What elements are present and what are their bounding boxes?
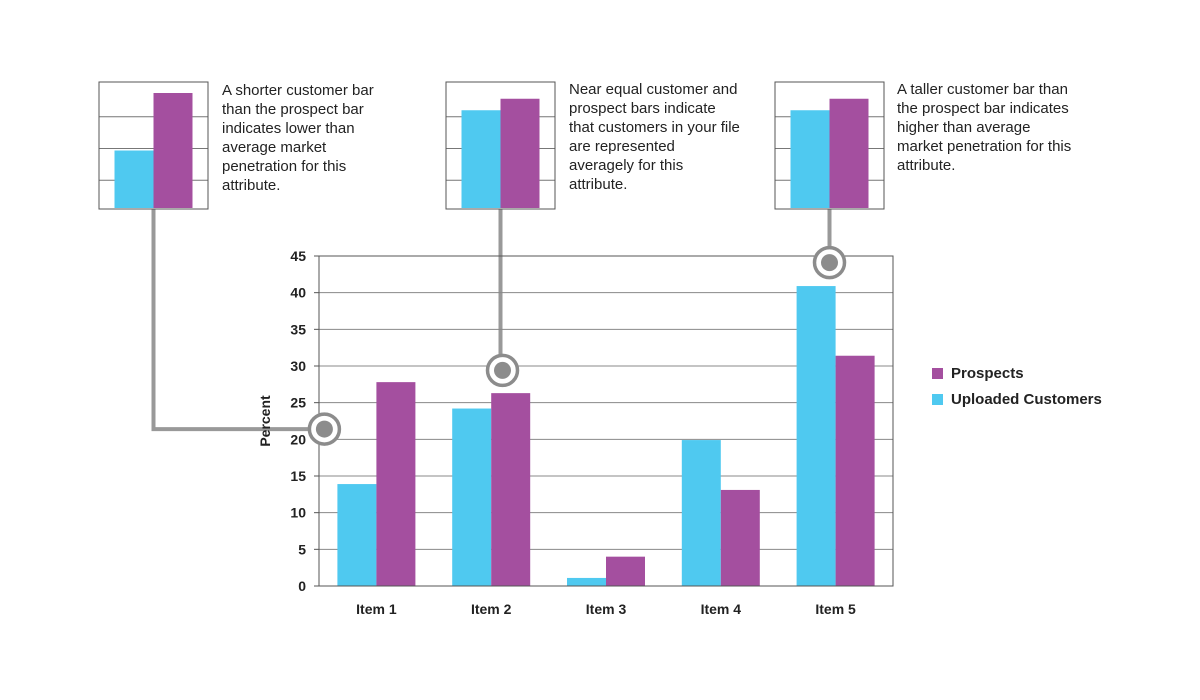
y-tick-label: 20	[290, 431, 306, 447]
legend-item-prospects: Prospects	[932, 360, 1102, 386]
ring-dot-marker-icon	[485, 353, 520, 388]
y-tick-label: 15	[290, 468, 306, 484]
ring-dot-marker-icon	[812, 245, 847, 280]
x-tick-label: Item 2	[471, 601, 512, 617]
callout-mini-charts	[98, 81, 885, 210]
y-tick-label: 5	[298, 541, 306, 557]
y-tick-label: 10	[290, 505, 306, 521]
y-tick-label: 40	[290, 285, 306, 301]
mini-frame	[774, 81, 885, 210]
legend-item-customers: Uploaded Customers	[932, 386, 1102, 412]
x-tick-label: Item 1	[356, 601, 397, 617]
callout-text-taller: A taller customer bar than the prospect …	[897, 81, 1072, 174]
legend-label-customers: Uploaded Customers	[951, 390, 1102, 408]
y-tick-label: 0	[298, 578, 306, 594]
y-tick-label: 45	[290, 248, 306, 264]
x-axis-ticks: Item 1 Item 2 Item 3 Item 4 Item 5	[356, 601, 856, 617]
mini-bar-prospects	[500, 98, 540, 208]
callout-markers	[307, 245, 847, 446]
mini-bar-prospects	[153, 93, 193, 208]
bars	[337, 286, 875, 586]
bar-uploaded-customers	[796, 286, 836, 586]
mini-frame	[445, 81, 556, 210]
bar-uploaded-customers	[452, 408, 492, 586]
mini-bar-customers	[461, 110, 501, 208]
y-tick-label: 30	[290, 358, 306, 374]
x-tick-label: Item 3	[586, 601, 627, 617]
y-tick-label: 25	[290, 395, 306, 411]
mini-bar-customers	[114, 150, 154, 208]
bar-prospects	[376, 382, 416, 586]
y-axis-label: Percent	[257, 395, 273, 447]
mini-chart	[98, 81, 209, 210]
bar-prospects	[720, 489, 760, 586]
mini-chart	[445, 81, 556, 210]
legend: Prospects Uploaded Customers	[932, 360, 1102, 412]
x-tick-label: Item 5	[815, 601, 856, 617]
legend-swatch-customers	[932, 393, 943, 405]
bar-uploaded-customers	[567, 577, 606, 586]
y-tick-label: 35	[290, 321, 306, 337]
bar-uploaded-customers	[681, 440, 721, 586]
bar-prospects	[835, 355, 875, 586]
ring-dot-marker-icon	[307, 412, 342, 446]
bar-prospects	[491, 393, 531, 586]
y-axis-ticks: 0 5 10 15 20 25 30 35 40 45	[290, 248, 319, 594]
mini-bar-prospects	[829, 98, 869, 208]
callout-text-shorter: A shorter customer bar than the prospect…	[222, 82, 374, 194]
x-tick-label: Item 4	[701, 601, 742, 617]
mini-bar-customers	[790, 110, 830, 208]
mini-frame	[98, 81, 209, 210]
callout-text-equal: Near equal customer and prospect bars in…	[569, 81, 740, 193]
bar-uploaded-customers	[337, 484, 377, 586]
legend-label-prospects: Prospects	[951, 364, 1024, 382]
connector-line	[151, 209, 325, 432]
bar-prospects	[606, 556, 645, 586]
legend-swatch-prospects	[932, 367, 943, 379]
mini-chart	[774, 81, 885, 210]
